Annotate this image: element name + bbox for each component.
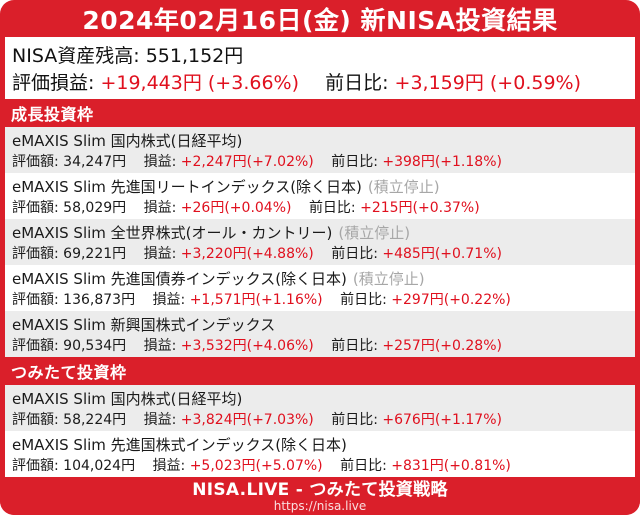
dod-label: 前日比: — [331, 338, 378, 354]
valuation-label: 評価額: — [12, 200, 59, 216]
suspended-badge: (積立停止) — [367, 178, 440, 196]
pl-label: 損益: — [143, 200, 177, 216]
section-header-growth: 成長投資枠 — [0, 99, 640, 127]
pl-value: +26円(+0.04%) — [180, 200, 292, 216]
summary-panel: NISA資産残高: 551,152円 評価損益: +19,443円 (+3.66… — [5, 37, 635, 99]
dod-value: +257円(+0.28%) — [382, 338, 502, 354]
section-header-tsumitate: つみたて投資枠 — [0, 357, 640, 385]
fund-name: eMAXIS Slim 全世界株式(オール・カントリー) — [12, 224, 333, 242]
valuation-label: 評価額: — [12, 338, 59, 354]
dod-label: 前日比: — [325, 72, 389, 94]
pl-label: 評価損益: — [12, 72, 95, 94]
valuation-value: 34,247円 — [63, 154, 127, 170]
dod-value: +676円(+1.17%) — [382, 412, 502, 428]
summary-balance-line: NISA資産残高: 551,152円 — [12, 43, 628, 70]
fund-name: eMAXIS Slim 国内株式(日経平均) — [12, 132, 243, 150]
fund-name: eMAXIS Slim 先進国債券インデックス(除く日本) — [12, 270, 347, 288]
suspended-badge: (積立停止) — [338, 224, 411, 242]
pl-label: 損益: — [143, 338, 177, 354]
fund-name: eMAXIS Slim 先進国株式インデックス(除く日本) — [12, 436, 347, 454]
valuation-value: 90,534円 — [63, 338, 127, 354]
report-title: 2024年02月16日(金) 新NISA投資結果 — [82, 5, 558, 35]
dod-label: 前日比: — [340, 458, 387, 474]
dod-value: +485円(+0.71%) — [382, 246, 502, 262]
pl-label: 損益: — [143, 154, 177, 170]
fund-name: eMAXIS Slim 国内株式(日経平均) — [12, 390, 243, 408]
valuation-label: 評価額: — [12, 412, 59, 428]
fund-row: eMAXIS Slim 先進国リートインデックス(除く日本) (積立停止) 評価額… — [5, 173, 635, 219]
fund-name: eMAXIS Slim 先進国リートインデックス(除く日本) — [12, 178, 362, 196]
dod-label: 前日比: — [331, 246, 378, 262]
section-title: つみたて投資枠 — [11, 363, 127, 382]
dod-value: +398円(+1.18%) — [382, 154, 502, 170]
summary-pl-line: 評価損益: +19,443円 (+3.66%) 前日比: +3,159円 (+0… — [12, 70, 628, 97]
valuation-value: 58,029円 — [63, 200, 127, 216]
fund-row: eMAXIS Slim 国内株式(日経平均) 評価額: 58,224円 損益: … — [5, 385, 635, 431]
dod-value: +831円(+0.81%) — [391, 458, 511, 474]
footer-brand: NISA.LIVE - つみたて投資戦略 — [192, 479, 448, 500]
fund-row: eMAXIS Slim 全世界株式(オール・カントリー) (積立停止) 評価額: … — [5, 219, 635, 265]
fund-name: eMAXIS Slim 新興国株式インデックス — [12, 316, 276, 334]
pl-value: +19,443円 (+3.66%) — [100, 72, 299, 94]
pl-value: +3,824円(+7.03%) — [180, 412, 314, 428]
valuation-label: 評価額: — [12, 246, 59, 262]
fund-row: eMAXIS Slim 先進国債券インデックス(除く日本) (積立停止) 評価額:… — [5, 265, 635, 311]
fund-row: eMAXIS Slim 先進国株式インデックス(除く日本) 評価額: 104,0… — [5, 431, 635, 477]
balance-label: NISA資産残高: — [12, 45, 140, 67]
valuation-label: 評価額: — [12, 292, 59, 308]
valuation-label: 評価額: — [12, 458, 59, 474]
dod-value: +297円(+0.22%) — [391, 292, 511, 308]
valuation-value: 136,873円 — [63, 292, 136, 308]
valuation-label: 評価額: — [12, 154, 59, 170]
dod-label: 前日比: — [331, 412, 378, 428]
report-title-bar: 2024年02月16日(金) 新NISA投資結果 — [0, 0, 640, 37]
pl-label: 損益: — [152, 292, 186, 308]
fund-row: eMAXIS Slim 新興国株式インデックス 評価額: 90,534円 損益:… — [5, 311, 635, 357]
balance-value: 551,152円 — [145, 45, 244, 67]
dod-label: 前日比: — [331, 154, 378, 170]
valuation-value: 69,221円 — [63, 246, 127, 262]
dod-value: +3,159円 (+0.59%) — [394, 72, 582, 94]
pl-label: 損益: — [152, 458, 186, 474]
suspended-badge: (積立停止) — [352, 270, 425, 288]
pl-label: 損益: — [143, 246, 177, 262]
dod-value: +215円(+0.37%) — [360, 200, 480, 216]
pl-value: +1,571円(+1.16%) — [189, 292, 323, 308]
dod-label: 前日比: — [308, 200, 356, 216]
valuation-value: 58,224円 — [63, 412, 127, 428]
dod-label: 前日比: — [340, 292, 387, 308]
pl-value: +2,247円(+7.02%) — [180, 154, 314, 170]
section-title: 成長投資枠 — [11, 105, 94, 124]
footer-bar: NISA.LIVE - つみたて投資戦略 https://nisa.live — [0, 477, 640, 515]
pl-value: +3,532円(+4.06%) — [180, 338, 314, 354]
fund-row: eMAXIS Slim 国内株式(日経平均) 評価額: 34,247円 損益: … — [5, 127, 635, 173]
pl-value: +3,220円(+4.88%) — [180, 246, 314, 262]
pl-label: 損益: — [143, 412, 177, 428]
valuation-value: 104,024円 — [63, 458, 136, 474]
pl-value: +5,023円(+5.07%) — [189, 458, 323, 474]
footer-url: https://nisa.live — [273, 498, 367, 513]
